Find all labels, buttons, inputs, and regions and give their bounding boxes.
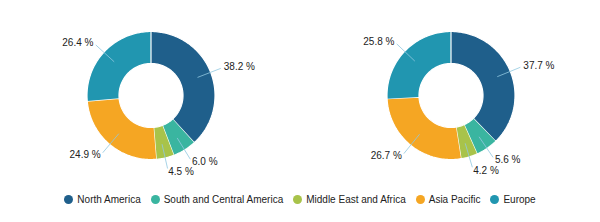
- html-text:Asia Pacific: Asia Pacific: [428, 194, 481, 205]
- svg-text:5.6 %: 5.6 %: [494, 154, 520, 166]
- svg-text:26.7 %: 26.7 %: [370, 150, 401, 161]
- svg-text:4.2 %: 4.2 %: [473, 165, 499, 176]
- svg-text:26.4 %: 26.4 %: [62, 37, 93, 48]
- svg-text:4.5 %: 4.5 %: [168, 166, 194, 177]
- html-text:North America: North America: [77, 194, 141, 205]
- svg-text:25.8 %: 25.8 %: [363, 36, 394, 47]
- html-text:Middle East and Africa: Middle East and Africa: [306, 194, 406, 205]
- svg-text:24.9 %: 24.9 %: [69, 149, 100, 160]
- svg-text:6.0 %: 6.0 %: [192, 156, 218, 167]
- html-text:Europe: Europe: [503, 194, 536, 205]
- svg-text:38.2 %: 38.2 %: [223, 61, 254, 72]
- svg-text:37.7 %: 37.7 %: [523, 60, 554, 71]
- html-text:South and Central America: South and Central America: [163, 194, 284, 205]
